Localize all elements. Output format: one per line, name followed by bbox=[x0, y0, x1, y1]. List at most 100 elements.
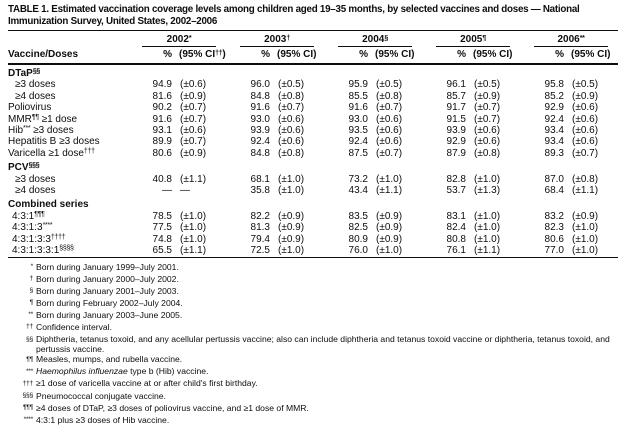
ci-cell: (±0.9) bbox=[572, 90, 599, 102]
pct-cell: 87.5 bbox=[348, 147, 368, 159]
footnote: ¶¶ Measles, mumps, and rubella vaccine. bbox=[8, 354, 638, 366]
footnote-marker: †† bbox=[26, 323, 33, 331]
pct-cell: 53.7 bbox=[446, 185, 466, 197]
ci-cell: (±0.7) bbox=[180, 136, 207, 148]
year-footnote-mark: † bbox=[286, 34, 290, 42]
pct-header: % bbox=[128, 47, 172, 65]
table-row: Hepatitis B ≥3 doses 89.9 (±0.7) 92.4 (±0.6)… bbox=[8, 136, 618, 147]
pct-cell: 68.1 bbox=[250, 173, 270, 185]
row-label: Hib*** ≥3 doses bbox=[8, 125, 74, 137]
pct-cell: 80.8 bbox=[446, 233, 466, 245]
table-section-row: Combined series bbox=[8, 196, 618, 210]
ci-cell: (±0.5) bbox=[278, 79, 305, 91]
ci-cell: (±0.8) bbox=[572, 173, 599, 185]
ci-header: (95% CI††) bbox=[172, 47, 226, 65]
ci-cell: (±0.6) bbox=[572, 136, 599, 148]
ci-cell: — bbox=[180, 185, 190, 197]
row-footnote-mark: †††† bbox=[50, 233, 66, 241]
row-label: ≥4 doses bbox=[15, 185, 56, 197]
ci-cell: (±1.0) bbox=[474, 222, 501, 234]
pct-cell: 74.8 bbox=[152, 233, 172, 245]
footnote-text: Born during January 2001–July 2003. bbox=[36, 285, 179, 296]
ci-cell: (±0.6) bbox=[376, 136, 403, 148]
row-footnote-mark: ¶¶¶ bbox=[34, 210, 45, 218]
pct-cell: 85.5 bbox=[348, 90, 368, 102]
row-label: ≥3 doses bbox=[15, 79, 56, 91]
ci-cell bbox=[172, 159, 226, 173]
footnote-text: 4:3:1 plus ≥3 doses of Hib vaccine. bbox=[36, 414, 170, 425]
pct-cell: 43.4 bbox=[348, 185, 368, 197]
footnote: § Born during January 2001–July 2003. bbox=[8, 286, 638, 298]
ci-cell: (±1.0) bbox=[474, 173, 501, 185]
pct-cell: 35.8 bbox=[250, 185, 270, 197]
pct-cell: 87.9 bbox=[446, 147, 466, 159]
pct-cell: 72.5 bbox=[250, 245, 270, 257]
year-2006-header: 2006** bbox=[520, 31, 618, 47]
pct-cell: 77.5 bbox=[152, 222, 172, 234]
ci-cell: (±0.5) bbox=[376, 79, 403, 91]
ci-cell: (±0.9) bbox=[278, 210, 305, 222]
pct-cell: 77.0 bbox=[544, 245, 564, 257]
footnote: ¶¶¶ ≥4 doses of DTaP, ≥3 doses of poliovi… bbox=[8, 403, 638, 415]
footnote-text: Born during January 2003–June 2005. bbox=[36, 309, 183, 320]
ci-header: (95% CI) bbox=[564, 47, 619, 65]
footnote-marker: ¶¶ bbox=[26, 355, 33, 363]
row-label: 4:3:1¶¶¶ bbox=[12, 210, 45, 222]
ci-cell: (±0.6) bbox=[180, 79, 207, 91]
row-label: Hepatitis B ≥3 doses bbox=[8, 136, 100, 148]
pct-cell: 85.7 bbox=[446, 90, 466, 102]
table-row: ≥3 doses 40.8 (±1.1) 68.1 (±1.0) 73.2 (±1.0) 82… bbox=[8, 174, 618, 185]
footnote-marker: § bbox=[29, 287, 34, 295]
ci-cell: (±0.7) bbox=[376, 102, 403, 114]
footnote: ¶ Born during February 2002–July 2004. bbox=[8, 298, 638, 310]
ci-cell bbox=[368, 64, 422, 79]
table-row: ≥3 doses 94.9 (±0.6) 96.0 (±0.5) 95.9 (±0.5) 96… bbox=[8, 79, 618, 90]
year-footnote-mark: ** bbox=[579, 34, 585, 42]
table-section-row: DTaP§§ bbox=[8, 64, 618, 79]
ci-cell: (±0.6) bbox=[180, 125, 207, 137]
pct-cell: 82.5 bbox=[348, 222, 368, 234]
footnote-text: Diphtheria, tetanus toxoid, and any acel… bbox=[36, 334, 610, 355]
pct-cell bbox=[226, 64, 270, 79]
ci-cell: (±1.0) bbox=[376, 173, 403, 185]
year-footnote-mark: * bbox=[188, 34, 192, 42]
table-section-row: PCV§§§ bbox=[8, 159, 618, 173]
footnote: §§§ Pneumococcal conjugate vaccine. bbox=[8, 391, 638, 403]
ci-cell: (±1.1) bbox=[376, 185, 403, 197]
row-label: 4:3:1:3:3:1§§§§ bbox=[12, 245, 74, 257]
pct-cell: 65.5 bbox=[152, 245, 172, 257]
ci-cell bbox=[466, 159, 520, 173]
pct-cell: 96.1 bbox=[446, 79, 466, 91]
pct-cell: 91.5 bbox=[446, 113, 466, 125]
pct-cell bbox=[324, 196, 368, 210]
pct-cell bbox=[520, 64, 564, 79]
year-footnote-mark: § bbox=[384, 34, 388, 42]
ci-cell: (±0.6) bbox=[278, 125, 305, 137]
pct-cell: 81.6 bbox=[152, 90, 172, 102]
pct-cell: 68.4 bbox=[544, 185, 564, 197]
footnote-marker: *** bbox=[25, 367, 33, 375]
ci-cell: (±0.9) bbox=[376, 210, 403, 222]
footnote: ** Born during January 2003–June 2005. bbox=[8, 310, 638, 322]
ci-cell: (±1.0) bbox=[180, 222, 207, 234]
row-label: 4:3:1:3**** bbox=[12, 222, 53, 234]
footnote-marker: ** bbox=[28, 311, 33, 319]
ci-cell: (±1.0) bbox=[572, 233, 599, 245]
footnote-text: Born during January 2000–July 2002. bbox=[36, 273, 179, 284]
ci-cell: (±1.1) bbox=[180, 245, 207, 257]
table-row: Varicella ≥1 dose††† 80.6 (±0.9) 84.8 (±0.8)… bbox=[8, 148, 618, 159]
pct-cell: 92.4 bbox=[544, 113, 564, 125]
table-row: 4:3:1:3**** 77.5 (±1.0) 81.3 (±0.9) 82.5 (±0.9… bbox=[8, 222, 618, 233]
pct-cell: 91.6 bbox=[250, 102, 270, 114]
footnote: **** 4:3:1 plus ≥3 doses of Hib vaccine. bbox=[8, 415, 638, 425]
ci-cell: (±0.6) bbox=[572, 113, 599, 125]
ci-cell bbox=[564, 64, 618, 79]
pct-cell: 96.0 bbox=[250, 79, 270, 91]
pct-header: % bbox=[324, 47, 368, 65]
pct-cell bbox=[324, 159, 368, 173]
pct-cell: 81.3 bbox=[250, 222, 270, 234]
row-footnote-mark: ††† bbox=[83, 147, 95, 155]
ci-cell: (±1.0) bbox=[572, 245, 599, 257]
ci-cell: (±0.8) bbox=[278, 90, 305, 102]
